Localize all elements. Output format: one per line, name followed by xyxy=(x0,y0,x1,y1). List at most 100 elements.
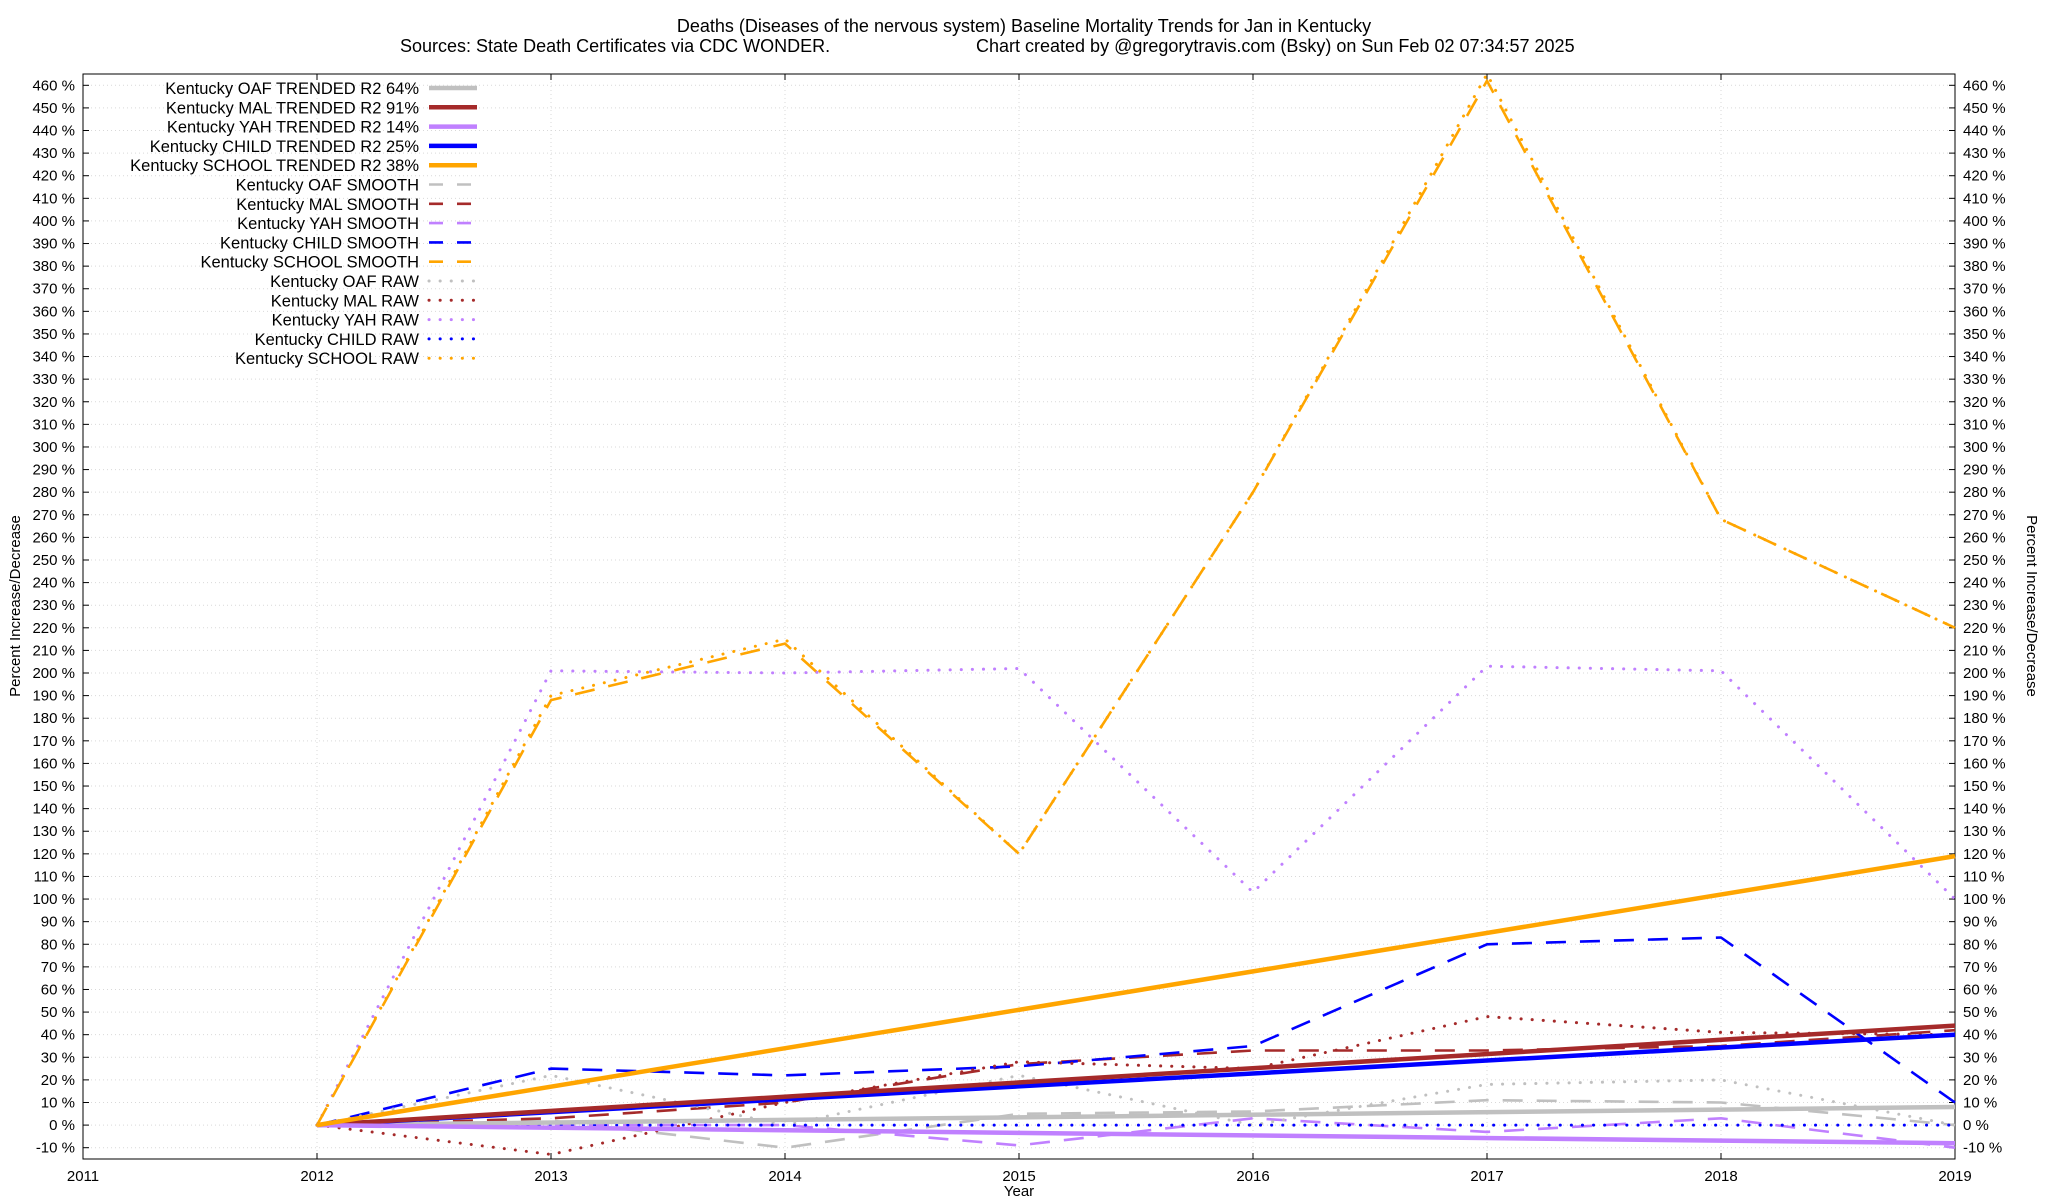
y-tick-label-left: 380 % xyxy=(32,258,75,275)
y-tick-label-right: 30 % xyxy=(1963,1049,1997,1066)
y-tick-label-left: 190 % xyxy=(32,688,75,705)
y-tick-label-right: 350 % xyxy=(1963,326,2006,343)
y-tick-label-right: 200 % xyxy=(1963,665,2006,682)
chart-subtitle-source: Sources: State Death Certificates via CD… xyxy=(400,36,830,56)
y-tick-label-right: 130 % xyxy=(1963,823,2006,840)
y-tick-label-left: 250 % xyxy=(32,552,75,569)
y-tick-label-left: 290 % xyxy=(32,462,75,479)
y-tick-label-right: 460 % xyxy=(1963,77,2006,94)
y-tick-label-right: 420 % xyxy=(1963,168,2006,185)
y-tick-label-left: 170 % xyxy=(32,733,75,750)
x-tick-label: 2017 xyxy=(1470,1168,1503,1185)
y-tick-label-right: 390 % xyxy=(1963,236,2006,253)
y-tick-label-left: 450 % xyxy=(32,100,75,117)
y-tick-label-left: 390 % xyxy=(32,236,75,253)
x-tick-label: 2015 xyxy=(1002,1168,1035,1185)
y-tick-label-right: 260 % xyxy=(1963,529,2006,546)
y-tick-label-right: 380 % xyxy=(1963,258,2006,275)
y-tick-label-right: 40 % xyxy=(1963,1027,1997,1044)
y-tick-label-right: 330 % xyxy=(1963,371,2006,388)
y-tick-label-left: 270 % xyxy=(32,507,75,524)
y-tick-label-left: 140 % xyxy=(32,801,75,818)
y-tick-label-left: 260 % xyxy=(32,529,75,546)
y-tick-label-right: 240 % xyxy=(1963,575,2006,592)
y-tick-label-right: 280 % xyxy=(1963,484,2006,501)
legend-label: Kentucky CHILD TRENDED R2 25% xyxy=(150,138,420,156)
y-tick-label-left: 50 % xyxy=(41,1004,75,1021)
y-tick-label-left: 80 % xyxy=(41,936,75,953)
y-tick-label-right: 110 % xyxy=(1963,868,2004,885)
y-tick-label-left: 320 % xyxy=(32,394,75,411)
y-tick-label-right: 270 % xyxy=(1963,507,2006,524)
y-tick-label-left: 210 % xyxy=(32,642,75,659)
y-axis-label-left: Percent Increase/Decrease xyxy=(7,515,24,697)
legend-label: Kentucky CHILD RAW xyxy=(255,331,420,349)
x-axis-label: Year xyxy=(1004,1183,1034,1200)
series-line-kentucky-school-trended-r2-38 xyxy=(316,853,1956,1128)
legend-label: Kentucky SCHOOL SMOOTH xyxy=(200,254,419,272)
y-tick-label-right: 0 % xyxy=(1963,1117,1989,1134)
y-tick-label-right: 230 % xyxy=(1963,597,2006,614)
y-axis-label-right: Percent Increase/Decrease xyxy=(2023,515,2040,697)
y-tick-label-left: 420 % xyxy=(32,168,75,185)
series-line-kentucky-yah-trended-r2-14 xyxy=(316,1122,1956,1146)
y-tick-label-right: 160 % xyxy=(1963,755,2006,772)
legend-label: Kentucky CHILD SMOOTH xyxy=(220,234,419,252)
y-tick-label-left: 70 % xyxy=(41,959,75,976)
y-tick-label-left: 310 % xyxy=(32,416,75,433)
grid xyxy=(82,74,1956,1159)
x-tick-label: 2011 xyxy=(67,1168,99,1185)
y-tick-label-right: 430 % xyxy=(1963,145,2006,162)
y-tick-label-left: 430 % xyxy=(32,145,75,162)
legend-label: Kentucky YAH SMOOTH xyxy=(237,215,419,233)
series-group xyxy=(315,72,1957,1156)
y-tick-label-right: 120 % xyxy=(1963,846,2006,863)
y-tick-label-right: 340 % xyxy=(1963,349,2006,366)
series-line-kentucky-oaf-trended-r2-64 xyxy=(316,1104,1956,1128)
legend-label: Kentucky MAL RAW xyxy=(271,292,420,310)
y-tick-label-right: 20 % xyxy=(1963,1072,1997,1089)
y-tick-label-right: -10 % xyxy=(1963,1140,2002,1157)
y-tick-label-right: 170 % xyxy=(1963,733,2006,750)
y-tick-label-right: 140 % xyxy=(1963,801,2006,818)
x-tick-label: 2016 xyxy=(1236,1168,1269,1185)
series-line-kentucky-mal-trended-r2-91 xyxy=(316,1023,1956,1128)
y-tick-label-right: 80 % xyxy=(1963,936,1997,953)
y-tick-label-left: 360 % xyxy=(32,303,75,320)
y-tick-label-left: 110 % xyxy=(34,868,75,885)
series-line-kentucky-school-raw xyxy=(315,72,1957,1127)
y-tick-label-left: 370 % xyxy=(32,281,75,298)
x-tick-label: 2012 xyxy=(300,1168,333,1185)
y-tick-label-right: 210 % xyxy=(1963,642,2006,659)
y-tick-label-right: 450 % xyxy=(1963,100,2006,117)
x-tick-label: 2013 xyxy=(534,1168,567,1185)
legend-label: Kentucky MAL SMOOTH xyxy=(236,196,419,214)
y-tick-label-left: 20 % xyxy=(41,1072,75,1089)
y-tick-label-left: 40 % xyxy=(41,1027,75,1044)
y-tick-label-left: 200 % xyxy=(32,665,75,682)
y-tick-label-right: 290 % xyxy=(1963,462,2006,479)
chart-subtitle-credit: Chart created by @gregorytravis.com (Bsk… xyxy=(976,36,1575,56)
y-tick-label-left: 180 % xyxy=(32,710,75,727)
y-tick-label-left: 300 % xyxy=(32,439,75,456)
y-tick-label-left: 60 % xyxy=(41,981,75,998)
y-tick-label-right: 370 % xyxy=(1963,281,2006,298)
legend: Kentucky OAF TRENDED R2 64% Kentucky MAL … xyxy=(130,80,479,368)
y-tick-label-right: 250 % xyxy=(1963,552,2006,569)
legend-label: Kentucky YAH RAW xyxy=(272,312,420,330)
y-tick-label-left: 150 % xyxy=(32,778,75,795)
y-tick-label-right: 410 % xyxy=(1963,190,2006,207)
axis-ticks: -10 % -10 % 0 % 0 % 10 % 10 % 20 % 20 % 30 % 30 %… xyxy=(32,74,2006,1185)
series-line-kentucky-school-smooth xyxy=(315,79,1956,1126)
y-tick-label-left: 330 % xyxy=(32,371,75,388)
y-tick-label-left: 340 % xyxy=(32,349,75,366)
legend-label: Kentucky OAF TRENDED R2 64% xyxy=(165,80,419,98)
y-tick-label-right: 190 % xyxy=(1963,688,2006,705)
y-tick-label-right: 220 % xyxy=(1963,620,2006,637)
legend-label: Kentucky YAH TRENDED R2 14% xyxy=(167,119,420,137)
y-tick-label-left: 280 % xyxy=(32,484,75,501)
x-tick-label: 2019 xyxy=(1938,1168,1971,1185)
y-tick-label-left: 30 % xyxy=(41,1049,75,1066)
y-tick-label-right: 180 % xyxy=(1963,710,2006,727)
y-tick-label-left: 100 % xyxy=(32,891,75,908)
